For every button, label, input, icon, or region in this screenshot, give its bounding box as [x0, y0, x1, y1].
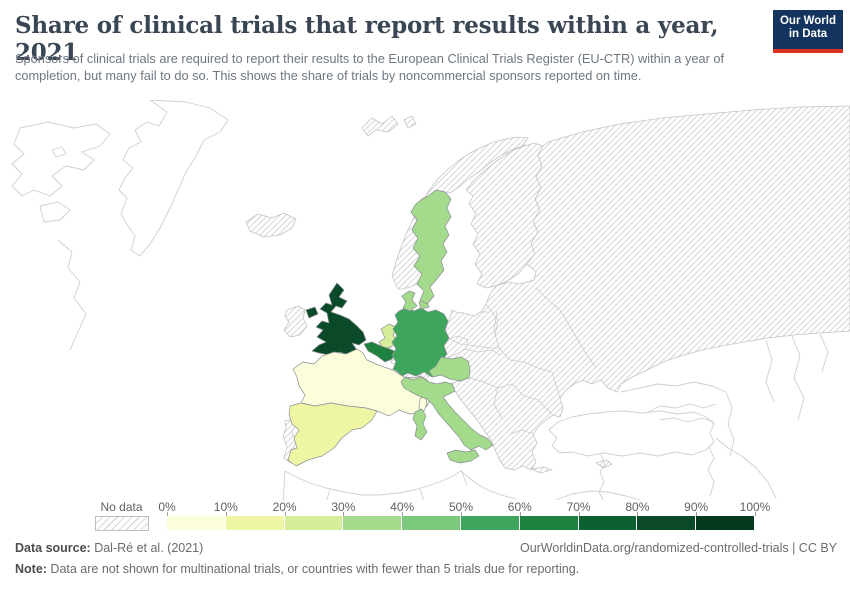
- eastern-europe-and-russia[interactable]: [436, 105, 850, 471]
- legend-tickmark: [226, 512, 227, 516]
- legend-tick-70: 70%: [566, 500, 591, 514]
- country-greenland[interactable]: [118, 100, 229, 257]
- legend-tick-30: 30%: [331, 500, 356, 514]
- legend-bin-6[interactable]: [519, 516, 579, 530]
- owid-logo-accent: [773, 49, 843, 53]
- no-data-countries: [245, 105, 850, 474]
- legend-bin-3[interactable]: [343, 516, 403, 530]
- country-iceland[interactable]: [245, 212, 297, 238]
- map-legend: No data 0% 10% 20% 30% 40% 50% 60% 70% 8…: [0, 498, 850, 534]
- note-value: Data are not shown for multinational tri…: [46, 562, 580, 576]
- country-germany[interactable]: [391, 307, 450, 378]
- no-data-swatch[interactable]: [95, 516, 149, 531]
- legend-bin-2[interactable]: [284, 516, 344, 530]
- country-svalbard[interactable]: [361, 115, 399, 137]
- country-sicily[interactable]: [446, 449, 480, 464]
- legend-bin-5[interactable]: [460, 516, 520, 530]
- legend-bin-9[interactable]: [696, 516, 755, 530]
- country-cyprus[interactable]: [595, 459, 613, 469]
- legend-tickmark: [285, 512, 286, 516]
- legend-bin-8[interactable]: [637, 516, 697, 530]
- legend-tickmark: [579, 512, 580, 516]
- legend-tick-90: 90%: [684, 500, 709, 514]
- legend-tick-100: 100%: [739, 500, 771, 514]
- region-caucasus: [620, 381, 727, 423]
- outline-neighbours: [282, 333, 829, 500]
- legend-tick-10: 10%: [213, 500, 238, 514]
- legend-tickmark: [167, 512, 168, 516]
- country-svalbard-2[interactable]: [403, 115, 417, 129]
- data-source-label: Data source:: [15, 541, 91, 555]
- coast-caspian: [725, 391, 735, 457]
- country-spain[interactable]: [287, 402, 378, 467]
- legend-bin-0[interactable]: [167, 516, 226, 530]
- note-label: Note:: [15, 562, 47, 576]
- legend-bin-7[interactable]: [578, 516, 638, 530]
- data-countries: [287, 189, 494, 467]
- data-source: Data source: Dal-Ré et al. (2021): [15, 541, 203, 555]
- no-data-label: No data: [100, 500, 143, 514]
- owid-logo[interactable]: Our World in Data: [773, 10, 843, 53]
- legend-tick-80: 80%: [625, 500, 650, 514]
- country-canada-islands[interactable]: [11, 121, 111, 197]
- legend-tickmark: [402, 512, 403, 516]
- owid-logo-line1: Our World: [779, 15, 836, 27]
- country-sardinia[interactable]: [412, 408, 428, 441]
- country-ireland[interactable]: [283, 305, 308, 338]
- legend-tickmark: [755, 512, 756, 516]
- legend-tick-40: 40%: [390, 500, 415, 514]
- legend-tick-60: 60%: [507, 500, 532, 514]
- country-canada-island2[interactable]: [39, 201, 71, 223]
- border-morocco-algeria: [326, 471, 468, 500]
- choropleth-map: [11, 100, 850, 500]
- country-austria[interactable]: [428, 356, 471, 382]
- legend-tickmark: [343, 512, 344, 516]
- legend-tick-0: 0%: [158, 500, 176, 514]
- legend-tickmark: [696, 512, 697, 516]
- legend-tickmark: [461, 512, 462, 516]
- region-central-asia: [765, 333, 829, 421]
- country-canada-coast[interactable]: [57, 239, 87, 351]
- owid-logo-line2: in Data: [788, 28, 828, 40]
- legend-tickmark: [520, 512, 521, 516]
- region-north-africa[interactable]: [282, 470, 518, 500]
- small-island-1[interactable]: [51, 146, 67, 158]
- country-denmark[interactable]: [401, 290, 418, 312]
- country-sweden[interactable]: [410, 189, 452, 305]
- legend-tick-20: 20%: [272, 500, 297, 514]
- legend-tickmark: [637, 512, 638, 516]
- country-crete[interactable]: [531, 466, 553, 474]
- country-northern-ireland[interactable]: [305, 306, 319, 319]
- country-italy[interactable]: [400, 376, 494, 451]
- page-title: Share of clinical trials that report res…: [15, 12, 719, 66]
- legend-colorbar: [167, 516, 755, 530]
- data-source-value: Dal-Ré et al. (2021): [90, 541, 204, 555]
- chart-subtitle: Sponsors of clinical trials are required…: [15, 51, 725, 84]
- country-turkey[interactable]: [548, 410, 715, 457]
- legend-bin-1[interactable]: [225, 516, 285, 530]
- legend-tick-50: 50%: [448, 500, 474, 514]
- owid-link[interactable]: OurWorldinData.org/randomized-controlled…: [519, 541, 837, 555]
- note: Note: Data are not shown for multination…: [15, 562, 579, 576]
- outline-land: [11, 100, 229, 351]
- region-middle-east: [598, 437, 777, 500]
- legend-bin-4[interactable]: [402, 516, 461, 530]
- country-united-kingdom[interactable]: [311, 282, 367, 356]
- no-data-internal-borders: [447, 287, 597, 435]
